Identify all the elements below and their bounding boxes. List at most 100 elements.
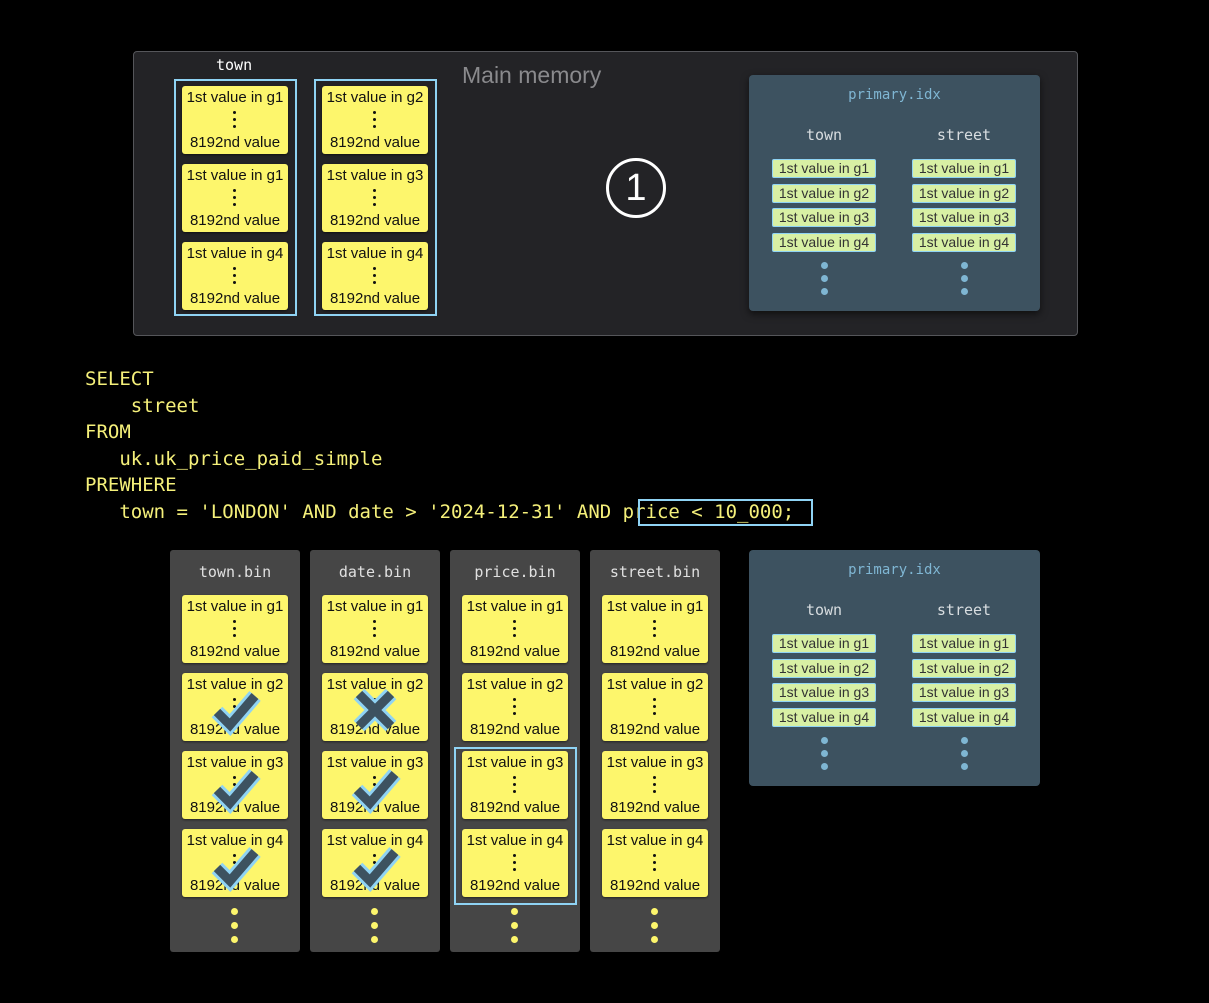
granule-last-value: 8192nd value: [189, 643, 281, 660]
dot: [373, 189, 376, 192]
granule-last-value: 8192nd value: [189, 290, 281, 307]
granule-last-value: 8192nd value: [469, 799, 561, 816]
index-entry: 1st value in g3: [912, 208, 1016, 227]
dot: [373, 861, 376, 864]
index-more-dot: [821, 763, 828, 770]
column-file-date-bin: date.bin 1st value in g1 8192nd value 1st v…: [310, 550, 440, 952]
granule-last-value: 8192nd value: [469, 877, 561, 894]
column-file-name: street.bin: [609, 563, 701, 581]
loaded-column-outline: [174, 79, 297, 316]
granule-card: 1st value in g1 8192nd value: [462, 595, 568, 663]
granule-card: 1st value in g3 8192nd value: [322, 164, 428, 232]
dot: [233, 118, 236, 121]
granule-first-value: 1st value in g2: [326, 676, 424, 693]
index-column-header: street: [936, 601, 992, 619]
granule-first-value: 1st value in g4: [466, 832, 564, 849]
granule-first-value: 1st value in g3: [186, 754, 284, 771]
granule-card: 1st value in g2 8192nd value: [462, 673, 568, 741]
dot: [233, 783, 236, 786]
granule-card: 1st value in g1 8192nd value: [182, 86, 288, 154]
dot: [653, 854, 656, 857]
index-more-dot: [961, 262, 968, 269]
more-granules-dot: [371, 908, 378, 915]
granule-card: 1st value in g2 8192nd value: [602, 673, 708, 741]
index-entry: 1st value in g2: [772, 658, 876, 678]
column-file-name: town.bin: [198, 563, 272, 581]
sql-line: uk.uk_price_paid_simple: [85, 447, 383, 470]
sql-line: town = 'LONDON' AND date > '2024-12-31' …: [85, 500, 795, 523]
more-granules-dot: [231, 936, 238, 943]
dot: [233, 634, 236, 637]
dot: [233, 196, 236, 199]
dot: [513, 854, 516, 857]
index-more-dot: [821, 275, 828, 282]
granule-last-value: 8192nd value: [189, 134, 281, 151]
ellipsis-dots: [373, 267, 376, 288]
dot: [373, 125, 376, 128]
index-more-dot: [821, 737, 828, 744]
granule-first-value: 1st value in g1: [186, 89, 284, 106]
index-more-dot: [961, 288, 968, 295]
granule-last-value: 8192nd value: [329, 134, 421, 151]
ellipsis-dots: [513, 854, 516, 875]
index-entry: 1st value in g1: [772, 159, 876, 178]
granule-first-value: 1st value in g2: [326, 89, 424, 106]
granule-first-value: 1st value in g1: [186, 598, 284, 615]
index-entry: 1st value in g3: [772, 683, 876, 702]
dot: [373, 281, 376, 284]
dot: [373, 274, 376, 277]
granule-first-value: 1st value in g4: [186, 245, 284, 262]
more-granules-dot: [511, 936, 518, 943]
dot: [233, 854, 236, 857]
dot: [233, 274, 236, 277]
index-entry: 1st value in g4: [912, 232, 1016, 252]
granule-last-value: 8192nd value: [329, 212, 421, 229]
granule-first-value: 1st value in g1: [326, 598, 424, 615]
index-entry: 1st value in g3: [772, 208, 876, 227]
index-entry: 1st value in g1: [772, 634, 876, 653]
granule-card: 1st value in g4 8192nd value: [322, 829, 428, 897]
granule-card: 1st value in g3 8192nd value: [182, 751, 288, 819]
dot: [373, 634, 376, 637]
primary-index-title: primary.idx: [848, 87, 941, 103]
dot: [513, 776, 516, 779]
index-more-dot: [961, 763, 968, 770]
dot: [233, 861, 236, 864]
selected-granules-outline: [454, 747, 577, 905]
dot: [513, 790, 516, 793]
granule-last-value: 8192nd value: [609, 643, 701, 660]
dot: [653, 783, 656, 786]
step-number-badge: 1: [606, 158, 666, 218]
dot: [653, 790, 656, 793]
index-entry: 1st value in g1: [912, 634, 1016, 653]
dot: [373, 854, 376, 857]
ellipsis-dots: [513, 698, 516, 719]
granule-card: 1st value in g4 8192nd value: [322, 242, 428, 310]
granule-first-value: 1st value in g3: [606, 754, 704, 771]
sql-line: SELECT: [85, 368, 154, 390]
index-entry: 1st value in g2: [912, 658, 1016, 678]
dot: [233, 698, 236, 701]
index-entry: 1st value in g2: [772, 183, 876, 203]
more-granules-dot: [511, 908, 518, 915]
primary-index-panel: primary.idx town 1st value in g1 1st value …: [749, 75, 1040, 311]
granule-first-value: 1st value in g2: [606, 676, 704, 693]
dot: [513, 861, 516, 864]
granule-card: 1st value in g2 8192nd value: [322, 86, 428, 154]
dot: [373, 783, 376, 786]
primary-index-panel: primary.idx town 1st value in g1 1st value …: [749, 550, 1040, 786]
ellipsis-dots: [513, 620, 516, 641]
dot: [233, 281, 236, 284]
dot: [373, 776, 376, 779]
granule-last-value: 8192nd value: [329, 290, 421, 307]
index-more-dot: [821, 288, 828, 295]
dot: [653, 634, 656, 637]
ellipsis-dots: [233, 189, 236, 210]
more-granules-dot: [371, 922, 378, 929]
more-granules-dot: [231, 908, 238, 915]
more-granules-dot: [651, 936, 658, 943]
granule-first-value: 1st value in g4: [606, 832, 704, 849]
granule-first-value: 1st value in g1: [466, 598, 564, 615]
dot: [373, 267, 376, 270]
granule-first-value: 1st value in g1: [606, 598, 704, 615]
